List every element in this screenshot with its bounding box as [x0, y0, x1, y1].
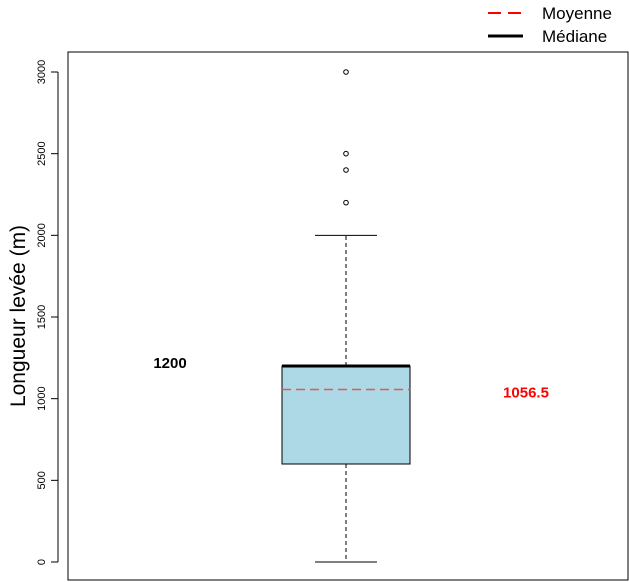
y-axis: 0 500 1000 1500 2000 2500 3000	[36, 60, 59, 565]
boxplot	[281, 69, 411, 563]
mean-value-label: 1056.5	[503, 384, 549, 401]
plot-frame	[67, 51, 629, 581]
y-tick-label: 3000	[36, 60, 48, 84]
y-tick-label: 0	[36, 559, 48, 565]
median-value-label: 1200	[153, 355, 186, 372]
outlier-point	[343, 199, 349, 206]
y-tick-label: 1500	[36, 305, 48, 329]
outlier-point	[343, 167, 349, 173]
legend: Moyenne Médiane	[488, 4, 612, 46]
outlier-point	[343, 150, 349, 157]
legend-label: Médiane	[542, 27, 607, 46]
y-tick-label: 2500	[36, 141, 48, 165]
y-axis-label: Longueur levée (m)	[7, 225, 30, 407]
box-iqr	[281, 365, 411, 465]
y-tick-label: 500	[36, 471, 48, 489]
outlier-point	[343, 69, 349, 75]
y-tick-label: 1000	[36, 386, 48, 410]
y-tick-label: 2000	[36, 223, 48, 247]
annotations: 1200 1056.5	[153, 355, 549, 401]
legend-label: Moyenne	[542, 4, 612, 23]
